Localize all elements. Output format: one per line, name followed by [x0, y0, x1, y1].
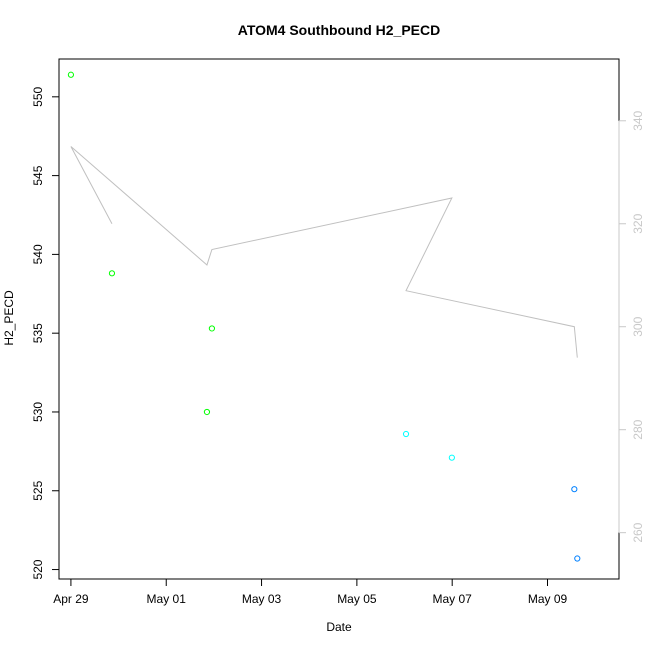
series-line — [70, 146, 578, 358]
data-point — [574, 555, 581, 562]
y2-axis: 260 280 300 320 340 — [618, 110, 645, 543]
x-tick-label: May 01 — [147, 592, 187, 606]
y-axis: 520 525 530 535 540 545 550 — [31, 86, 60, 580]
chart-title: ATOM4 Southbound H2_PECD — [238, 22, 440, 38]
x-tick-label: May 07 — [433, 592, 473, 606]
data-point — [67, 71, 75, 78]
y-axis-label: H2_PECD — [2, 290, 16, 346]
y-tick-label: 550 — [31, 86, 45, 106]
x-tick-label: Apr 29 — [53, 592, 89, 606]
y2-tick-label: 280 — [631, 419, 645, 439]
y2-tick-label: 300 — [631, 316, 645, 336]
y-tick-label: 540 — [31, 244, 45, 264]
plot-frame — [58, 58, 620, 580]
data-point — [208, 325, 216, 332]
y2-tick-label: 260 — [631, 522, 645, 542]
y-tick-label: 545 — [31, 165, 45, 185]
x-axis-label: Date — [326, 620, 352, 634]
data-point — [448, 454, 455, 461]
y-tick-label: 520 — [31, 559, 45, 579]
x-axis: Apr 29 May 01 May 03 May 05 May 07 May 09 — [53, 578, 568, 606]
y2-tick-label: 320 — [631, 213, 645, 233]
y-tick-label: 525 — [31, 480, 45, 500]
x-tick-label: May 05 — [337, 592, 377, 606]
data-point — [571, 486, 578, 493]
series-layer — [67, 71, 581, 562]
y-tick-label: 535 — [31, 323, 45, 343]
data-point — [402, 430, 410, 438]
x-tick-label: May 09 — [528, 592, 568, 606]
data-point — [108, 270, 116, 277]
y-tick-label: 530 — [31, 402, 45, 422]
y2-tick-label: 340 — [631, 110, 645, 130]
x-tick-label: May 03 — [242, 592, 282, 606]
data-point — [203, 408, 211, 416]
